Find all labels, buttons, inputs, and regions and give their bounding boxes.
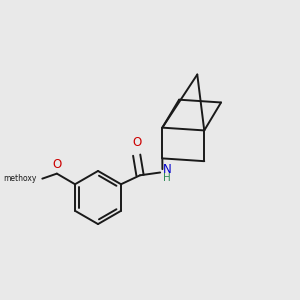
Text: O: O <box>132 136 141 149</box>
Text: methoxy: methoxy <box>3 174 36 183</box>
Text: H: H <box>163 172 170 182</box>
Text: N: N <box>162 163 171 176</box>
Text: O: O <box>52 158 62 171</box>
